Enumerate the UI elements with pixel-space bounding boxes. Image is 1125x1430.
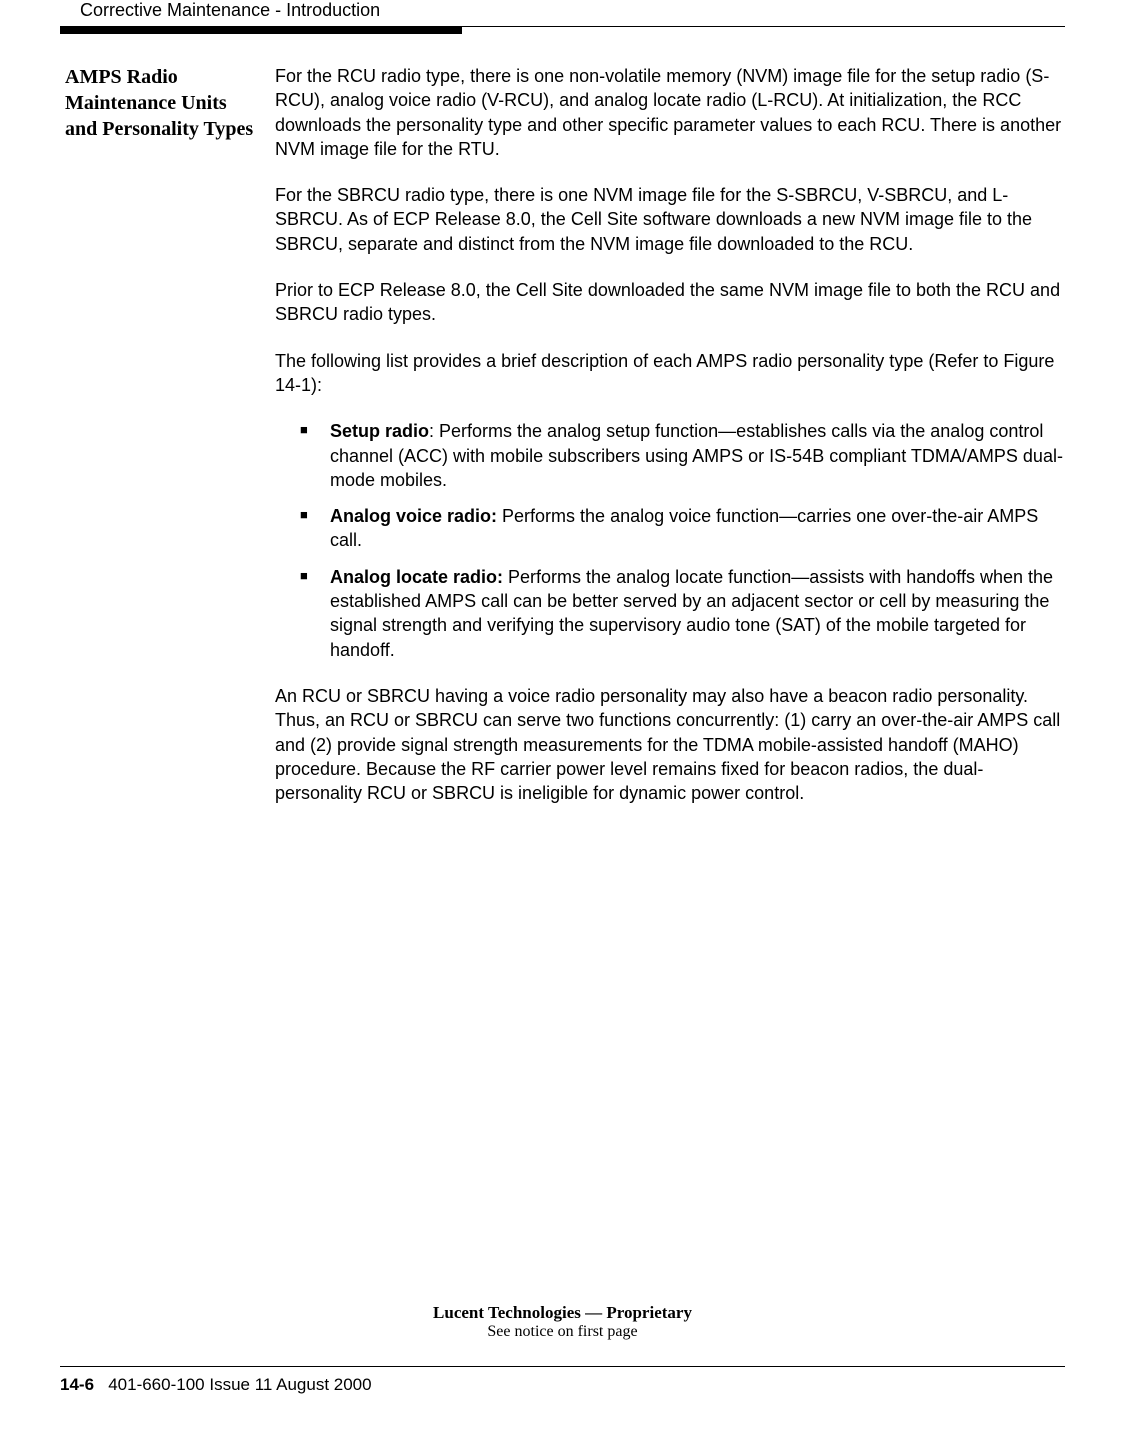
rule-thin	[462, 26, 1065, 27]
footer: Lucent Technologies — Proprietary See no…	[60, 1303, 1065, 1395]
bullet-1-bold: Setup radio	[330, 421, 429, 441]
paragraph-1: For the RCU radio type, there is one non…	[275, 64, 1065, 161]
sidebar: AMPS Radio Maintenance Units and Persona…	[60, 64, 255, 827]
footer-proprietary-line1: Lucent Technologies — Proprietary	[60, 1303, 1065, 1323]
paragraph-2: For the SBRCU radio type, there is one N…	[275, 183, 1065, 256]
sidebar-heading: AMPS Radio Maintenance Units and Persona…	[65, 64, 255, 142]
bullet-list: Setup radio: Performs the analog setup f…	[275, 419, 1065, 662]
bullet-item-2: Analog voice radio: Performs the analog …	[300, 504, 1065, 553]
header-rule	[60, 26, 1065, 34]
content-area: AMPS Radio Maintenance Units and Persona…	[60, 64, 1065, 827]
bullet-item-3: Analog locate radio: Performs the analog…	[300, 565, 1065, 662]
footer-proprietary-line2: See notice on first page	[60, 1323, 1065, 1341]
footer-info: 14-6 401-660-100 Issue 11 August 2000	[60, 1375, 1065, 1395]
doc-info: 401-660-100 Issue 11 August 2000	[108, 1375, 371, 1394]
rule-thick	[60, 26, 462, 34]
bullet-1-text: : Performs the analog setup function—est…	[330, 421, 1063, 490]
footer-proprietary: Lucent Technologies — Proprietary See no…	[60, 1303, 1065, 1341]
paragraph-3: Prior to ECP Release 8.0, the Cell Site …	[275, 278, 1065, 327]
paragraph-5: An RCU or SBRCU having a voice radio per…	[275, 684, 1065, 805]
bullet-item-1: Setup radio: Performs the analog setup f…	[300, 419, 1065, 492]
bullet-3-bold: Analog locate radio:	[330, 567, 503, 587]
header-title: Corrective Maintenance - Introduction	[60, 0, 1065, 26]
main-text: For the RCU radio type, there is one non…	[275, 64, 1065, 827]
footer-rule	[60, 1366, 1065, 1367]
page-number: 14-6	[60, 1375, 94, 1394]
paragraph-4: The following list provides a brief desc…	[275, 349, 1065, 398]
bullet-2-bold: Analog voice radio:	[330, 506, 497, 526]
